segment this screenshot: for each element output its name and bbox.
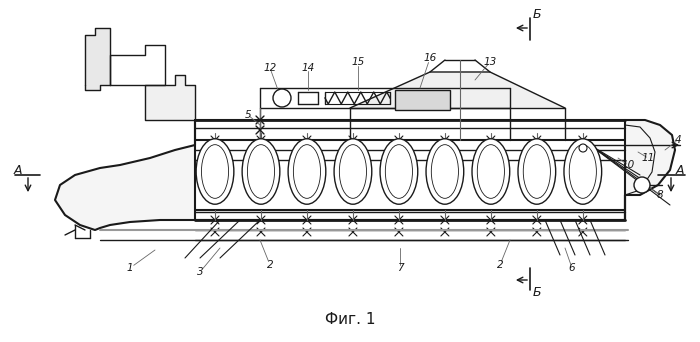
- Ellipse shape: [340, 145, 367, 198]
- Ellipse shape: [380, 139, 418, 204]
- Text: 2: 2: [497, 260, 503, 270]
- Text: 11: 11: [641, 153, 654, 163]
- Text: 10: 10: [622, 160, 635, 170]
- Circle shape: [273, 89, 291, 107]
- Text: 12: 12: [263, 63, 276, 73]
- Ellipse shape: [569, 145, 596, 198]
- Ellipse shape: [426, 139, 463, 204]
- Ellipse shape: [385, 145, 412, 198]
- Text: Фиг. 1: Фиг. 1: [325, 313, 375, 328]
- Text: А: А: [14, 163, 22, 176]
- Ellipse shape: [202, 145, 229, 198]
- Text: Б: Б: [533, 8, 541, 21]
- Ellipse shape: [242, 139, 280, 204]
- Circle shape: [579, 144, 587, 152]
- Text: 14: 14: [302, 63, 314, 73]
- Ellipse shape: [518, 139, 556, 204]
- Ellipse shape: [477, 145, 505, 198]
- Ellipse shape: [288, 139, 326, 204]
- Text: 3: 3: [197, 267, 203, 277]
- Text: 4: 4: [675, 135, 681, 145]
- Text: А: А: [676, 163, 685, 176]
- Ellipse shape: [524, 145, 550, 198]
- Polygon shape: [145, 75, 195, 120]
- Text: 1: 1: [127, 263, 133, 273]
- Text: 13: 13: [484, 57, 496, 67]
- Polygon shape: [625, 120, 675, 220]
- FancyBboxPatch shape: [395, 90, 450, 110]
- Ellipse shape: [472, 139, 510, 204]
- Ellipse shape: [564, 139, 602, 204]
- Text: Б: Б: [533, 286, 541, 299]
- Text: 16: 16: [424, 53, 437, 63]
- Text: 2: 2: [267, 260, 273, 270]
- Ellipse shape: [247, 145, 274, 198]
- Polygon shape: [350, 72, 565, 108]
- Circle shape: [634, 177, 650, 193]
- Polygon shape: [85, 28, 110, 90]
- Text: 6: 6: [568, 263, 575, 273]
- Text: 15: 15: [351, 57, 365, 67]
- Text: 8: 8: [657, 190, 664, 200]
- Ellipse shape: [431, 145, 458, 198]
- Ellipse shape: [196, 139, 234, 204]
- Text: 7: 7: [397, 263, 403, 273]
- Polygon shape: [55, 120, 195, 230]
- Ellipse shape: [293, 145, 321, 198]
- Text: 5: 5: [245, 110, 251, 120]
- Ellipse shape: [334, 139, 372, 204]
